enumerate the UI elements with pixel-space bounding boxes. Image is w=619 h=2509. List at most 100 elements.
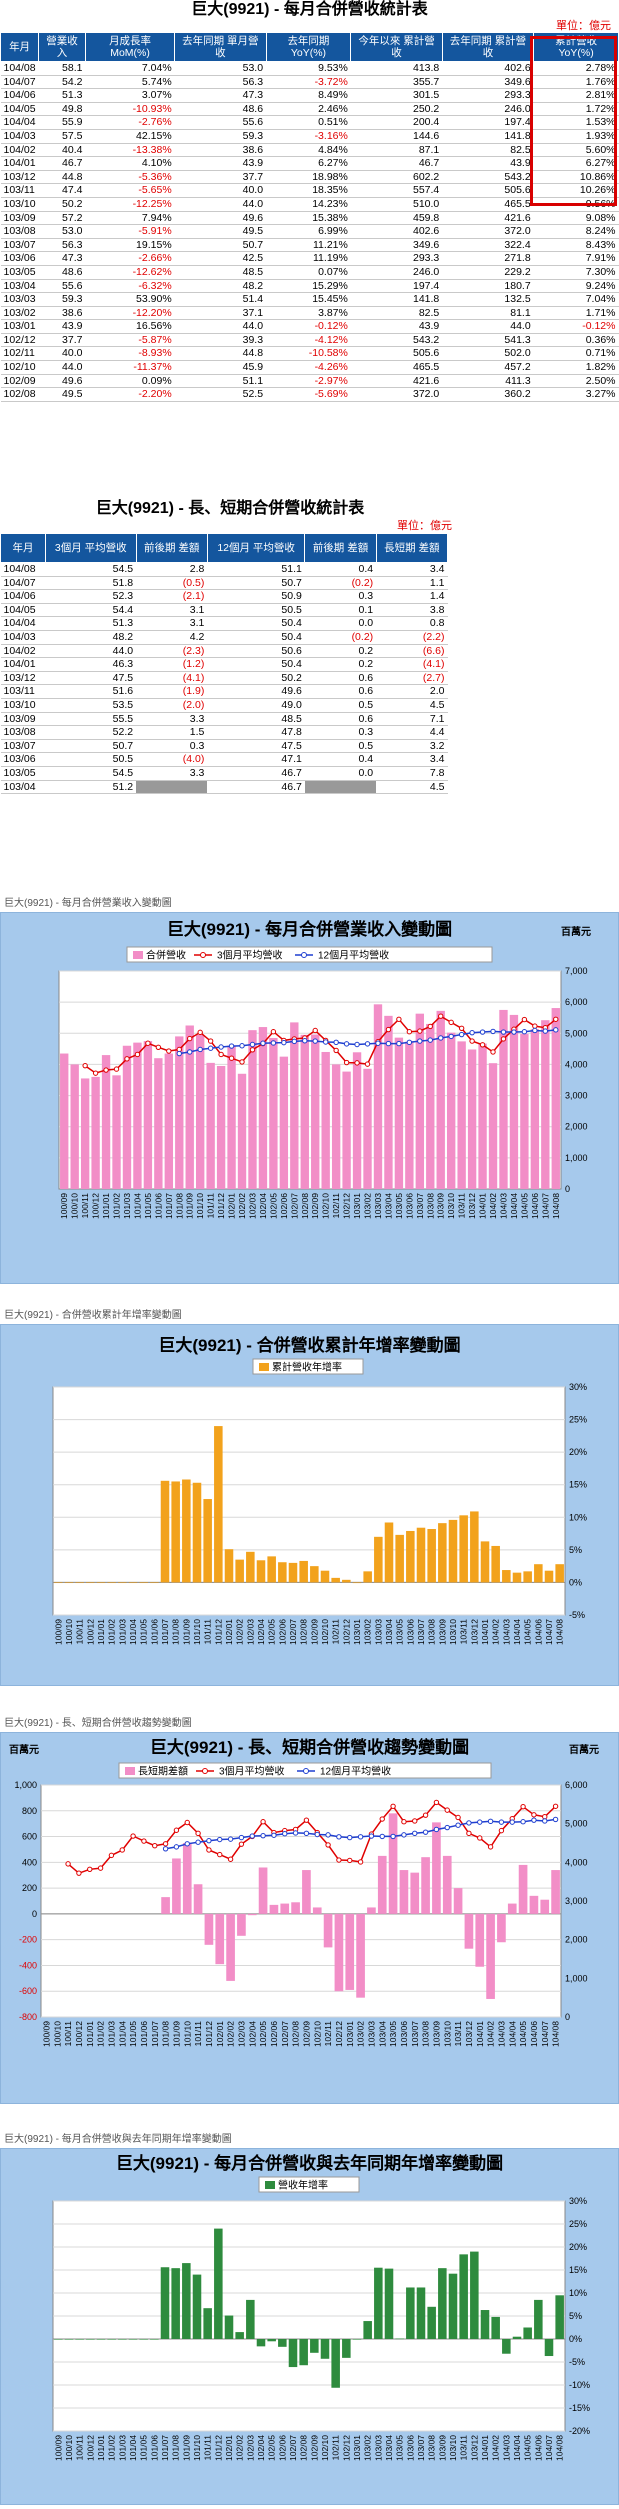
bar (91, 1076, 100, 1189)
legend-swatch (259, 1363, 269, 1371)
x-tick-label: 102/12 (341, 1619, 351, 1645)
table1-cell: 102/09 (0, 374, 39, 389)
bar (453, 1888, 463, 1914)
point (401, 1819, 407, 1825)
table1-cell: 51.4 (174, 292, 267, 307)
bar (247, 1913, 257, 1916)
point (479, 1042, 486, 1048)
x-tick-label: 101/03 (122, 1193, 132, 1219)
table2-cell: 54.5 (45, 766, 137, 781)
table2-cell (136, 780, 208, 795)
table2-cell: 103/07 (0, 739, 46, 754)
table2-cell: 3.4 (376, 752, 448, 767)
point (444, 1824, 450, 1831)
table2-cell: 0.4 (304, 562, 377, 577)
bar (86, 1582, 95, 1584)
point (197, 1029, 203, 1036)
table1-cell: 49.6 (38, 374, 86, 389)
table2-cell: 0.6 (304, 684, 377, 699)
point (455, 1822, 461, 1828)
monthly-revenue-table-section: 巨大(9921) - 每月合併營收統計表 單位：億元 年月 營業收入 月成長率 Mo… (0, 0, 619, 402)
table1-cell: 16.56% (85, 319, 175, 334)
table-row: 104/06 51.3 3.07% 47.3 8.49% 301.5 293.3 2.81% (0, 88, 619, 103)
table1-header-0: 年月 (0, 32, 40, 62)
x-tick-label: 104/01 (475, 2021, 485, 2047)
x-tick-label: 102/10 (312, 2021, 322, 2047)
bar (235, 2332, 244, 2339)
point (458, 1025, 465, 1032)
table1-cell: 45.9 (174, 360, 267, 375)
table1-cell: 50.7 (174, 238, 267, 253)
table2-cell: 3.1 (136, 616, 208, 631)
table1-cell: 38.6 (38, 306, 86, 321)
table2-cell: 0.5 (304, 739, 377, 754)
table2-cell: 50.5 (45, 752, 137, 767)
bar (459, 1515, 468, 1583)
bar (192, 1482, 202, 1583)
y-tick-label: 200 (22, 1883, 37, 1893)
bar (432, 1822, 441, 1914)
bar (267, 2339, 276, 2342)
x-tick-label: 101/06 (149, 1619, 159, 1645)
table1-cell: 271.8 (442, 251, 534, 266)
point (401, 1832, 407, 1838)
x-tick-label: 102/07 (288, 1619, 298, 1645)
table1-cell: -5.87% (85, 333, 175, 348)
point (390, 1803, 396, 1809)
point (364, 1061, 371, 1067)
bar (377, 1855, 387, 1914)
legend-swatch (200, 952, 206, 958)
bar (502, 2339, 511, 2354)
legend-entry: 3個月平均營收 (217, 949, 283, 962)
table1-cell: 602.2 (350, 170, 443, 185)
legend-swatch (133, 951, 143, 959)
bar (224, 1549, 234, 1583)
x-tick-label: 101/09 (181, 2435, 191, 2461)
y-tick-label: 800 (22, 1806, 37, 1816)
bar (143, 1041, 153, 1189)
table2-cell: 50.4 (207, 657, 305, 672)
x-tick-label: 100/10 (52, 2021, 62, 2047)
x-tick-label: 103/07 (410, 2021, 420, 2047)
bar (118, 1582, 127, 1584)
x-tick-label: 103/06 (405, 2435, 415, 2461)
table1-cell: -0.12% (266, 319, 351, 334)
bar (540, 1899, 550, 1914)
point (103, 1067, 109, 1073)
point (490, 1049, 496, 1055)
x-tick-label: 102/06 (279, 1193, 289, 1219)
point (76, 1870, 82, 1876)
x-tick-label: 102/02 (237, 1193, 247, 1219)
table1-cell: -5.91% (85, 224, 175, 239)
point (176, 1050, 182, 1057)
point (292, 1830, 299, 1836)
x-tick-label: 104/07 (544, 1619, 554, 1645)
point (303, 1830, 310, 1837)
x-tick-label: 101/11 (203, 2435, 213, 2461)
table1-cell: -6.32% (85, 279, 175, 294)
point (281, 1039, 287, 1046)
bar (139, 2339, 148, 2340)
x-tick-label: 101/01 (85, 2021, 95, 2047)
table-row: 102/12 37.7 -5.87% 39.3 -4.12% 543.2 541.3 0.36… (0, 333, 619, 348)
bar (512, 1572, 522, 1583)
table2-cell: 46.7 (207, 766, 305, 781)
point (448, 1033, 454, 1040)
table1-cell: 349.6 (350, 238, 443, 253)
legend-swatch (303, 1768, 309, 1774)
chart2-caption: 巨大(9921) - 合併營收累計年增率變動圖 (4, 1310, 182, 1321)
point (97, 1865, 104, 1871)
bar (367, 1907, 376, 1914)
table1-cell: -11.37% (85, 360, 175, 375)
x-tick-label: 100/12 (85, 1619, 95, 1645)
x-tick-label: 104/05 (518, 2021, 528, 2047)
y-tick-label: -400 (19, 1960, 37, 1970)
bar (150, 1582, 159, 1584)
x-tick-label: 102/03 (245, 1619, 255, 1645)
bar (438, 2268, 447, 2339)
bar (154, 1058, 163, 1189)
table1-cell: 104/02 (0, 143, 39, 158)
point (333, 1047, 339, 1054)
bar (395, 2338, 404, 2340)
table1-cell: 301.5 (350, 88, 443, 103)
